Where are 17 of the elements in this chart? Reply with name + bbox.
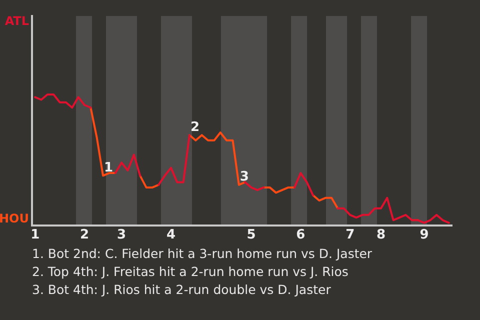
annotation: 1 <box>104 160 114 176</box>
text: 2. Top 4th: J. Freitas hit a 2-run home run vs J. Rios <box>32 263 350 281</box>
x-tick-label: 9 <box>420 228 429 243</box>
x-tick-label: 4 <box>166 228 176 243</box>
text: 3. Bot 4th: J. Rios hit a 2-run double vs D. Jaster <box>32 281 332 299</box>
annotation: 2 <box>190 120 200 135</box>
x-tick-label: 1 <box>30 228 40 243</box>
text: HOU <box>0 212 29 226</box>
x-tick-label: 5 <box>246 228 256 243</box>
x-tick-label: 3 <box>117 228 126 243</box>
x-tick-label: 8 <box>376 228 386 243</box>
text: 1. Bot 2nd: C. Fielder hit a 3-run home run vs D. Jaster <box>32 245 374 263</box>
annotation: 3 <box>240 170 249 185</box>
x-tick-label: 6 <box>296 228 306 243</box>
x-tick-label: 2 <box>80 228 90 243</box>
x-tick-label: 7 <box>346 228 355 243</box>
text: ATL <box>4 14 30 28</box>
